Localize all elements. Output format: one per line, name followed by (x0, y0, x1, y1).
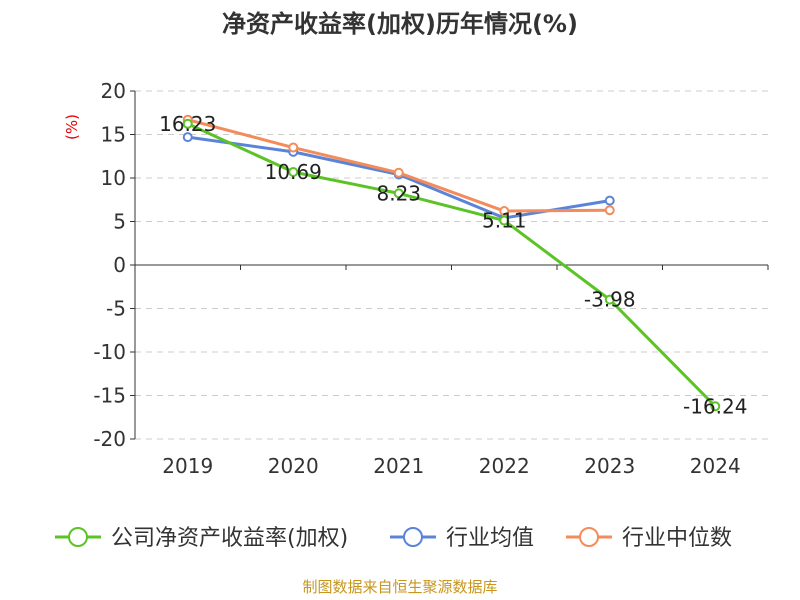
series-2 (182, 114, 615, 217)
data-label: 16.23 (159, 112, 216, 136)
data-label: 8.23 (376, 181, 421, 205)
data-point (182, 132, 193, 143)
data-point (499, 206, 510, 217)
legend-marker (403, 527, 423, 547)
y-tick-label: 0 (113, 253, 126, 277)
x-tick-label: 2022 (479, 454, 530, 478)
chart-title: 净资产收益率(加权)历年情况(%) (222, 10, 578, 38)
legend-label: 行业均值 (446, 526, 534, 551)
data-point (710, 401, 721, 412)
data-point (499, 215, 510, 226)
legend-label: 公司净资产收益率(加权) (111, 526, 348, 551)
y-tick-label: -10 (93, 340, 126, 364)
legend-marker (579, 527, 599, 547)
data-point (393, 188, 404, 199)
legend-item: 行业中位数 (566, 526, 732, 551)
data-point (182, 118, 193, 129)
series-layer (182, 114, 721, 412)
axes: 20 15 10 5 0 -5 -10 -15 -20 2019 2020 2021 2022 2023 2… (93, 79, 769, 478)
y-tick-label: -15 (93, 384, 126, 408)
y-tick-label: 10 (101, 166, 126, 190)
x-tick-label: 2019 (162, 454, 213, 478)
y-tick-label: -20 (93, 427, 126, 451)
y-tick-label: 5 (113, 210, 126, 234)
data-labels: 16.23 10.69 8.23 5.11 -3.98 -16.24 (159, 112, 747, 418)
data-point (604, 195, 615, 206)
series-line (187, 122, 717, 408)
legend-marker (68, 527, 88, 547)
data-label: -3.98 (584, 288, 636, 312)
data-point (288, 142, 299, 153)
y-tick-label: -5 (106, 297, 126, 321)
legend-item: 公司净资产收益率(加权) (55, 526, 348, 551)
data-label: 10.69 (265, 160, 322, 184)
y-axis-unit-label: (%) (63, 114, 81, 140)
y-tick-label: 15 (101, 123, 126, 147)
legend-item: 行业均值 (390, 526, 534, 551)
x-tick-label: 2021 (373, 454, 424, 478)
x-tick-label: 2020 (268, 454, 319, 478)
data-point (604, 205, 615, 216)
x-tick-label: 2023 (584, 454, 635, 478)
x-tick-label: 2024 (690, 454, 741, 478)
data-label: 5.11 (482, 209, 527, 233)
source-note: 制图数据来自恒生聚源数据库 (302, 578, 497, 596)
data-label: -16.24 (683, 394, 747, 418)
y-tick-label: 20 (101, 79, 126, 103)
data-point (288, 166, 299, 177)
data-point (604, 294, 615, 305)
legend-label: 行业中位数 (622, 526, 732, 551)
legend: 公司净资产收益率(加权) 行业均值 行业中位数 (55, 526, 732, 551)
data-point (393, 167, 404, 178)
series-0 (182, 118, 721, 412)
